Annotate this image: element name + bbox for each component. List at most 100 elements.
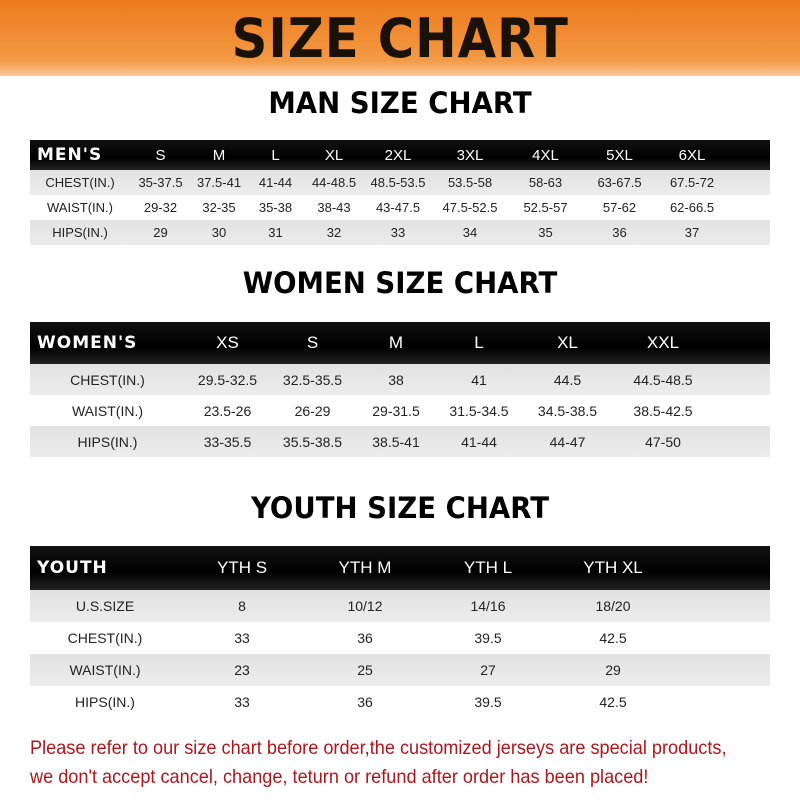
table-row: U.S.SIZE 8 10/12 14/16 18/20 xyxy=(30,590,770,622)
table-row: HIPS(IN.) 33-35.5 35.5-38.5 38.5-41 41-44 44-… xyxy=(30,426,770,457)
table-header-row: MEN'S S M L XL 2XL 3XL 4XL 5XL 6XL xyxy=(30,140,770,170)
row-label: WAIST(IN.) xyxy=(47,200,113,215)
row-label: CHEST(IN.) xyxy=(67,630,143,646)
table-cell: 34.5-38.5 xyxy=(537,402,598,419)
table-cell: 47.5-52.5 xyxy=(442,200,498,215)
table-cell: 31 xyxy=(268,225,283,240)
row-label: HIPS(IN.) xyxy=(77,433,138,450)
table-cell: 48.5-53.5 xyxy=(370,175,426,190)
table-cell: 36 xyxy=(357,694,373,710)
table-cell: 44-47 xyxy=(549,433,586,450)
table-cell: 29 xyxy=(605,662,621,678)
table-cell: 33 xyxy=(390,225,406,240)
table-cell: 38.5-42.5 xyxy=(633,402,693,419)
table-cell: 35.5-38.5 xyxy=(282,433,343,450)
table-cell: 38.5-41 xyxy=(372,433,420,450)
table-cell: 63-67.5 xyxy=(597,175,642,190)
table-cell: 39.5 xyxy=(474,630,502,646)
table-cell: 35 xyxy=(538,225,553,240)
column-header: YTH L xyxy=(463,558,513,577)
column-header: XXL xyxy=(646,333,680,352)
row-label: WAIST(IN.) xyxy=(69,662,141,678)
men-section-title: MAN SIZE CHART xyxy=(268,86,532,120)
table-header-row: YOUTH YTH S YTH M YTH L YTH XL xyxy=(30,546,770,590)
column-header: M xyxy=(388,333,404,352)
table-row: HIPS(IN.) 33 36 39.5 42.5 xyxy=(30,686,770,718)
column-header: L xyxy=(474,333,484,352)
column-header: 4XL xyxy=(532,146,559,164)
table-cell: 41 xyxy=(471,371,487,388)
table-cell: 36 xyxy=(357,630,373,646)
column-header: M xyxy=(212,146,226,164)
table-cell: 29 xyxy=(153,225,168,240)
row-label: WAIST(IN.) xyxy=(71,402,144,419)
table-cell: 38-43 xyxy=(317,200,351,215)
table-cell: 32.5-35.5 xyxy=(282,371,343,388)
table-cell: 29.5-32.5 xyxy=(197,371,258,388)
table-cell: 34 xyxy=(462,225,478,240)
table-cell: 37.5-41 xyxy=(196,175,242,190)
table-cell: 37 xyxy=(684,225,700,240)
banner: SIZE CHART xyxy=(0,0,800,76)
column-header: XL xyxy=(324,146,344,164)
table-row: WAIST(IN.) 29-32 32-35 35-38 38-43 43-47.5 47.… xyxy=(30,195,770,220)
row-label: U.S.SIZE xyxy=(75,598,135,614)
column-header: YTH XL xyxy=(583,558,643,577)
table-cell: 53.5-58 xyxy=(447,175,493,190)
row-label: WOMEN'S xyxy=(37,333,138,353)
table-cell: 33 xyxy=(234,694,250,710)
table-cell: 8 xyxy=(238,598,246,614)
youth-size-table: YOUTH YTH S YTH M YTH L YTH XL U.S.SIZE 8 10/12… xyxy=(30,546,770,718)
table-cell: 44.5 xyxy=(553,371,582,388)
table-cell: 58-63 xyxy=(528,175,563,190)
table-cell: 44-48.5 xyxy=(311,175,357,190)
column-header: 5XL xyxy=(606,146,633,164)
table-cell: 23.5-26 xyxy=(203,402,252,419)
table-cell: 25 xyxy=(357,662,373,678)
table-cell: 41-44 xyxy=(258,175,293,190)
table-cell: 57-62 xyxy=(602,200,637,215)
table-cell: 14/16 xyxy=(470,598,506,614)
row-label: CHEST(IN.) xyxy=(45,175,115,190)
notice-line: Please refer to our size chart before or… xyxy=(30,737,727,759)
table-cell: 52.5-57 xyxy=(523,200,568,215)
column-header: S xyxy=(306,333,319,352)
table-cell: 23 xyxy=(234,662,250,678)
table-cell: 39.5 xyxy=(474,694,502,710)
table-row: CHEST(IN.) 35-37.5 37.5-41 41-44 44-48.5 48.5… xyxy=(30,170,770,195)
table-cell: 35-38 xyxy=(258,200,293,215)
table-cell: 41-44 xyxy=(461,433,497,450)
column-header: 3XL xyxy=(456,146,484,164)
table-cell: 62-66.5 xyxy=(669,200,715,215)
table-row: WAIST(IN.) 23.5-26 26-29 29-31.5 31.5-34.5 34… xyxy=(30,395,770,426)
table-cell: 33-35.5 xyxy=(203,433,252,450)
table-cell: 10/12 xyxy=(347,598,383,614)
youth-section-title: YOUTH SIZE CHART xyxy=(250,491,550,525)
table-cell: 29-31.5 xyxy=(372,402,420,419)
table-row: CHEST(IN.) 33 36 39.5 42.5 xyxy=(30,622,770,654)
table-row: HIPS(IN.) 29 30 31 32 33 34 35 36 37 xyxy=(30,220,770,245)
table-cell: 38 xyxy=(388,371,404,388)
row-label: MEN'S xyxy=(37,145,103,165)
table-cell: 32 xyxy=(326,225,342,240)
women-size-table: WOMEN'S XS S M L XL XXL CHEST(IN.) 29.5-32.5 32.5… xyxy=(30,322,770,457)
column-header: YTH M xyxy=(338,558,392,577)
row-label: HIPS(IN.) xyxy=(52,225,108,240)
column-header: XS xyxy=(216,333,239,352)
table-cell: 67.5-72 xyxy=(669,175,715,190)
table-cell: 26-29 xyxy=(294,402,331,419)
row-label: YOUTH xyxy=(37,558,108,578)
table-cell: 47-50 xyxy=(645,433,681,450)
table-cell: 31.5-34.5 xyxy=(449,402,509,419)
table-cell: 36 xyxy=(612,225,627,240)
column-header: YTH S xyxy=(216,558,268,577)
table-cell: 33 xyxy=(234,630,250,646)
notice-line: we don't accept cancel, change, teturn o… xyxy=(30,766,649,788)
table-cell: 42.5 xyxy=(599,694,627,710)
row-label: HIPS(IN.) xyxy=(75,694,135,710)
column-header: L xyxy=(271,146,280,164)
table-row: WAIST(IN.) 23 25 27 29 xyxy=(30,654,770,686)
table-cell: 29-32 xyxy=(143,200,178,215)
table-cell: 43-47.5 xyxy=(375,200,421,215)
